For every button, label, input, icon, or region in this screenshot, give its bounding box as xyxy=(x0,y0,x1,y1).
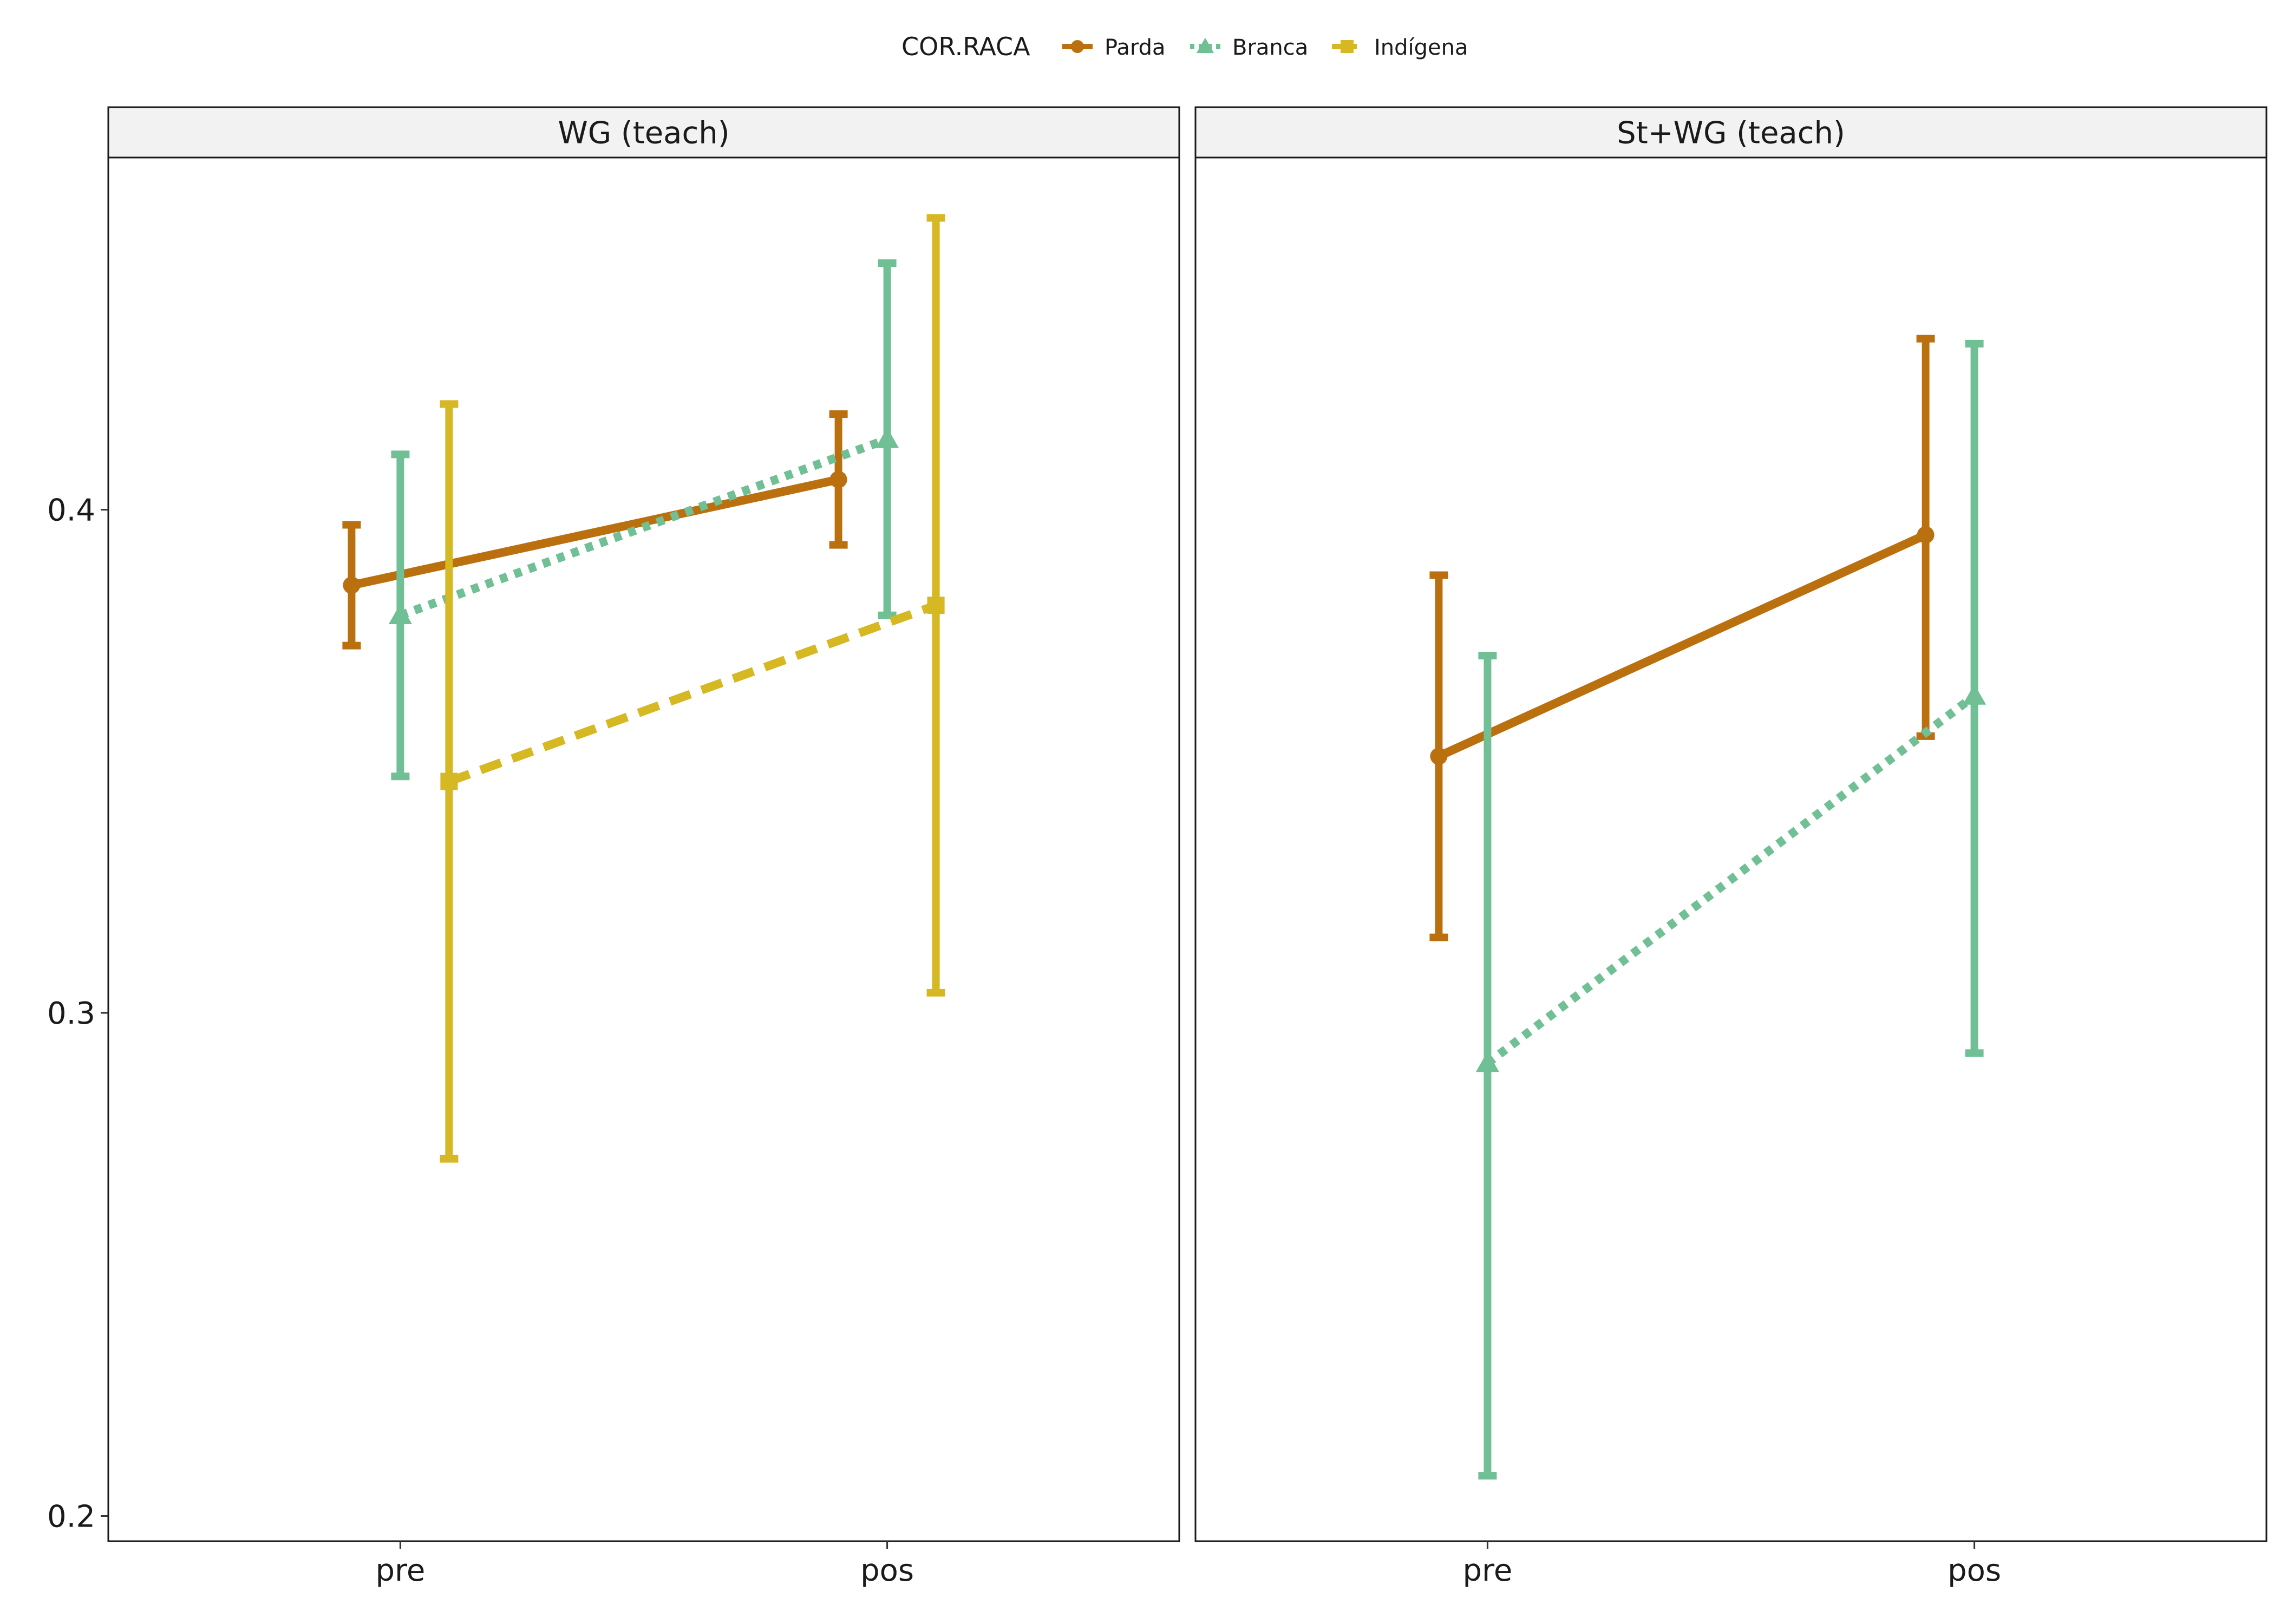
data-point xyxy=(1430,748,1448,765)
panel-title: St+WG (teach) xyxy=(1617,116,1845,151)
panel-frame xyxy=(1194,156,2268,1542)
data-point xyxy=(343,577,361,594)
data-point xyxy=(440,772,458,790)
legend-title: COR.RACA xyxy=(901,32,1030,61)
y-tick-label: 0.2 xyxy=(47,1499,95,1535)
legend-key-marker xyxy=(1196,37,1214,54)
data-point xyxy=(927,597,945,614)
panel-1: WG (teach) pre pos xyxy=(107,106,1180,1588)
panel-strip xyxy=(1194,106,2268,159)
legend-label: Indígena xyxy=(1374,35,1468,60)
panel-2: St+WG (teach) pre pos xyxy=(1194,106,2268,1588)
series-ind-gena xyxy=(440,214,945,1163)
series-line xyxy=(1485,692,1977,1067)
legend-key-marker xyxy=(1341,40,1354,53)
legend-label: Branca xyxy=(1232,35,1308,60)
series-line xyxy=(398,435,889,620)
data-point xyxy=(1475,1051,1500,1072)
panels: WG (teach) pre pos St+WG (teach) pre pos xyxy=(107,106,2268,1588)
series-line xyxy=(1437,531,1927,761)
x-tick-label: pos xyxy=(1948,1553,2001,1588)
legend-key-branca: Branca xyxy=(1190,35,1308,60)
series-parda xyxy=(342,410,848,650)
panel-frame xyxy=(107,156,1180,1542)
legend-key-marker xyxy=(1071,40,1084,53)
data-point xyxy=(875,427,899,448)
legend-label: Parda xyxy=(1105,35,1165,60)
series-branca xyxy=(388,259,899,781)
legend-key-ind-gena: Indígena xyxy=(1332,35,1468,60)
legend-key-parda: Parda xyxy=(1062,35,1165,60)
data-point xyxy=(1917,526,1935,544)
x-tick-label: pre xyxy=(376,1553,426,1588)
series-parda xyxy=(1429,335,1935,941)
y-axis: 0.2 0.3 0.4 xyxy=(47,493,108,1535)
legend: COR.RACA Parda Branca Indígena xyxy=(901,32,1468,61)
series-line xyxy=(447,601,938,786)
data-point xyxy=(388,604,413,625)
data-point xyxy=(1962,684,1987,705)
data-point xyxy=(829,470,847,488)
panel-strip xyxy=(107,106,1180,159)
x-tick-label: pos xyxy=(860,1553,914,1588)
legend-keys: Parda Branca Indígena xyxy=(1062,35,1468,60)
panel-title: WG (teach) xyxy=(558,116,729,151)
y-tick-label: 0.3 xyxy=(47,996,95,1031)
x-tick-label: pre xyxy=(1463,1553,1513,1588)
series-line xyxy=(350,475,840,590)
y-tick-label: 0.4 xyxy=(47,493,95,528)
series-branca xyxy=(1475,339,1987,1480)
